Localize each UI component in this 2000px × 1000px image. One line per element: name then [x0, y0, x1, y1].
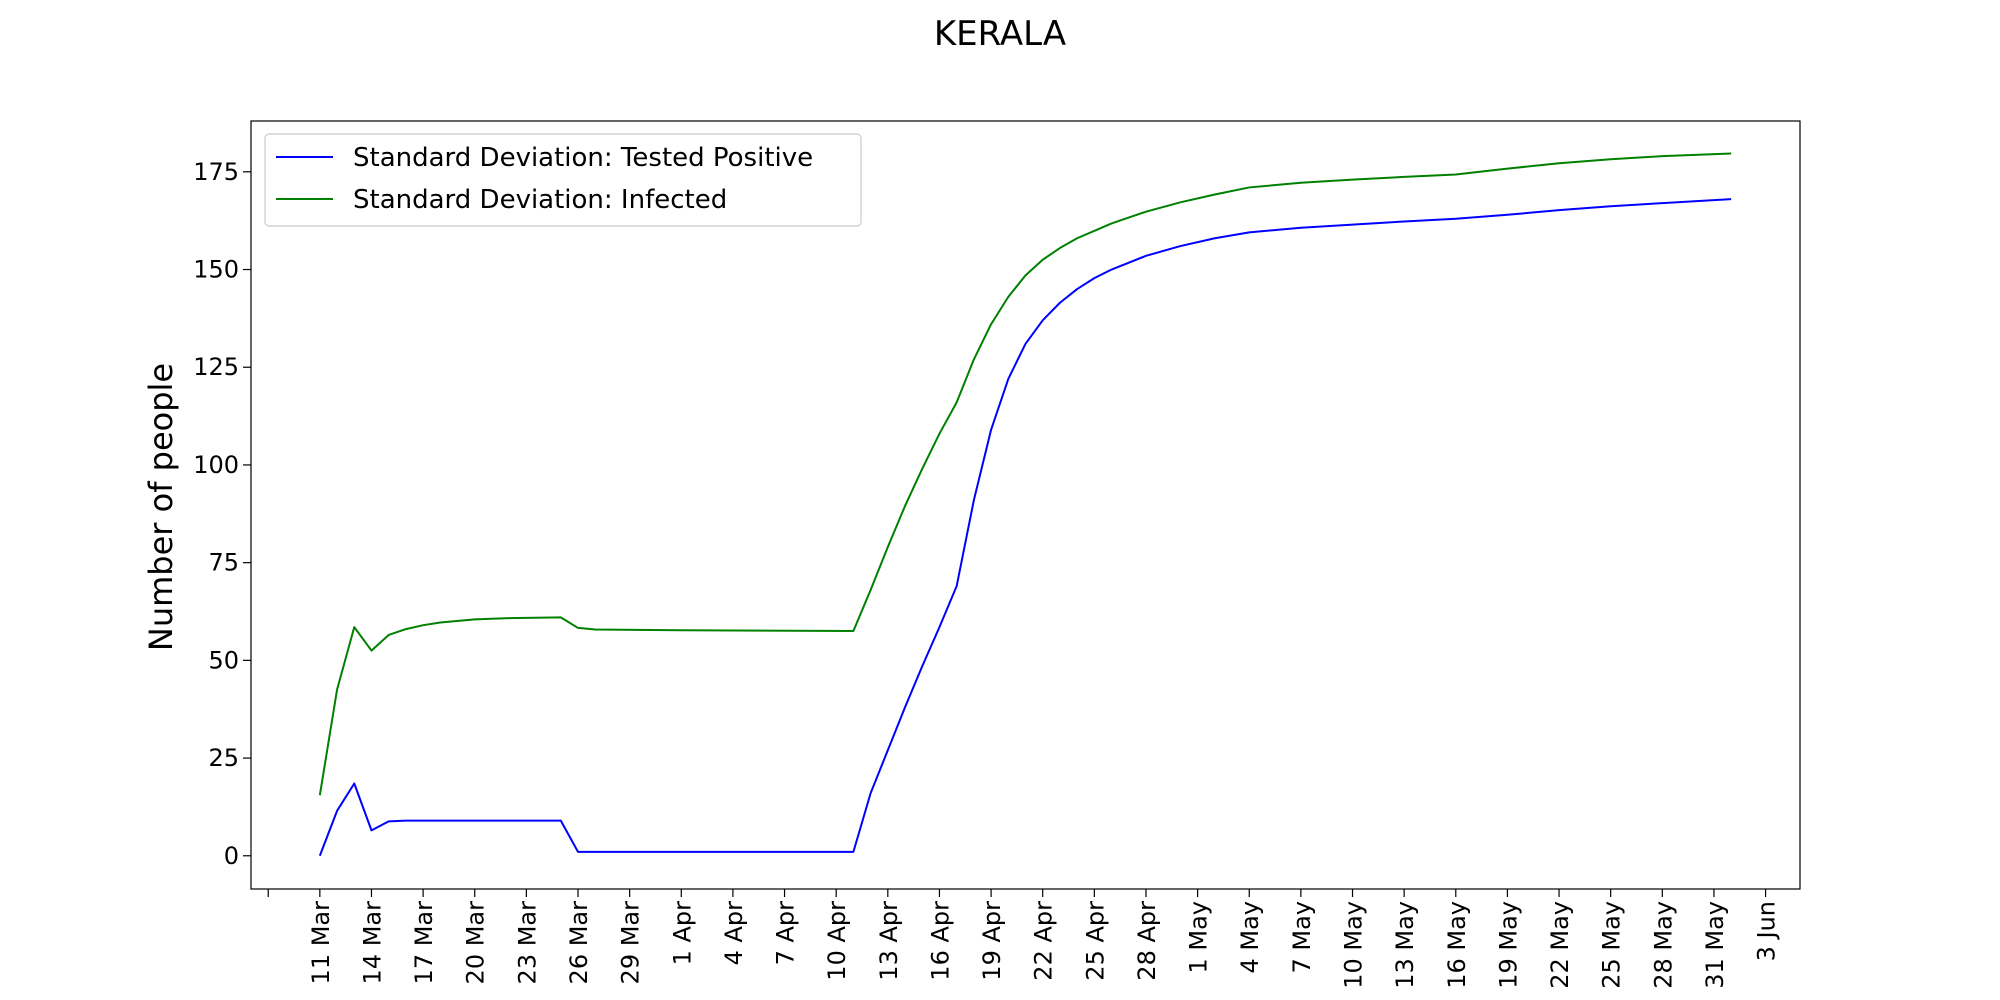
- x-tick-label: 13 Apr: [875, 901, 903, 981]
- legend-box: [264, 133, 862, 227]
- x-tick-label: 22 May: [1546, 901, 1574, 989]
- x-tick-label: 16 Apr: [926, 901, 954, 981]
- x-tick-label: 13 May: [1391, 901, 1419, 989]
- x-axis: 11 Mar 14 Mar 17 Mar 20 Mar 23 Mar 26 Mar 29 M…: [267, 889, 1781, 989]
- x-tick-label: 31 May: [1701, 901, 1729, 989]
- x-tick-label: 7 May: [1288, 901, 1316, 974]
- x-tick-label: 10 May: [1340, 901, 1368, 989]
- y-tick-label: 125: [193, 353, 239, 381]
- x-tick-label: 16 May: [1443, 901, 1471, 989]
- x-tick-label: 25 May: [1598, 901, 1626, 989]
- y-tick-label: 0: [224, 842, 239, 870]
- x-tick-label: 1 Apr: [668, 901, 696, 966]
- x-tick-label: 19 Apr: [978, 901, 1006, 981]
- y-tick-label: 25: [208, 744, 239, 772]
- x-tick-label: 1 May: [1185, 901, 1213, 974]
- x-tick-label: 4 May: [1236, 901, 1264, 974]
- y-tick-label: 100: [193, 451, 239, 479]
- x-tick-label: 14 Mar: [358, 901, 386, 985]
- x-tick-label: 29 Mar: [617, 901, 645, 985]
- y-axis-label: Number of people: [142, 363, 180, 651]
- series-line-infected: [318, 152, 1732, 796]
- x-tick-label: 19 May: [1494, 901, 1522, 989]
- x-tick-label: 17 Mar: [410, 901, 438, 985]
- x-tick-label: 3 Jun: [1753, 901, 1781, 961]
- chart-title: KERALA: [934, 14, 1066, 54]
- y-tick-label: 175: [193, 158, 239, 186]
- legend-entry-label: Standard Deviation: Tested Positive: [353, 143, 813, 173]
- plot-area-frame: [250, 120, 1801, 890]
- x-tick-label: 7 Apr: [772, 901, 800, 966]
- x-tick-label: 26 Mar: [565, 901, 593, 985]
- x-tick-label: 11 Mar: [307, 901, 335, 985]
- series-line-tested-positive: [318, 198, 1732, 857]
- x-tick-label: 4 Apr: [720, 901, 748, 966]
- x-tick-label: 22 Apr: [1030, 901, 1058, 981]
- x-tick-label: 23 Mar: [513, 901, 541, 985]
- y-tick-label: 150: [193, 256, 239, 284]
- series-layer: [318, 152, 1732, 857]
- x-tick-label: 28 May: [1649, 901, 1677, 989]
- legend-entry-label: Standard Deviation: Infected: [353, 185, 727, 215]
- y-axis: 0 25 50 75 100 125 150 175: [193, 158, 251, 870]
- x-tick-label: 20 Mar: [462, 901, 490, 985]
- y-tick-label: 50: [208, 646, 239, 674]
- y-tick-label: 75: [208, 549, 239, 577]
- legend: Standard Deviation: Tested Positive Stand…: [264, 133, 862, 227]
- x-tick-label: 25 Apr: [1081, 901, 1109, 981]
- x-tick-label: 10 Apr: [823, 901, 851, 981]
- x-tick-label: 28 Apr: [1133, 901, 1161, 981]
